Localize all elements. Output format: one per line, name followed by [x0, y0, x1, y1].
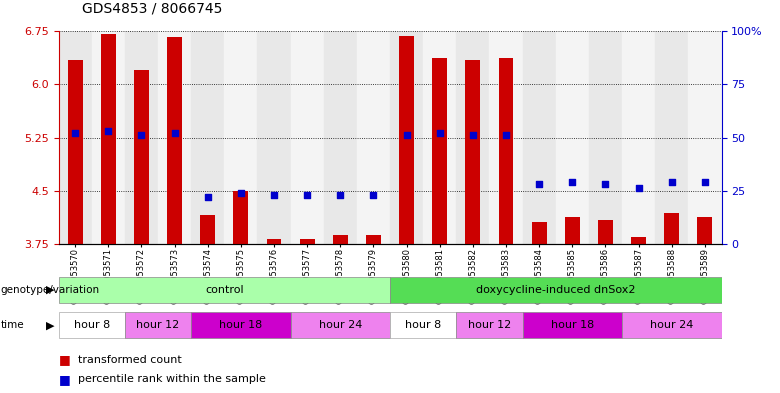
Point [434, 130, 446, 136]
Bar [257, 31, 290, 244]
Bar [290, 312, 390, 338]
Bar [233, 191, 248, 244]
Point [665, 179, 678, 185]
Bar [125, 312, 191, 338]
Point [533, 181, 545, 187]
Bar [290, 31, 324, 244]
Text: hour 24: hour 24 [318, 320, 362, 330]
Bar [532, 222, 547, 244]
Bar [68, 60, 83, 244]
Bar [267, 239, 282, 244]
Text: percentile rank within the sample: percentile rank within the sample [78, 374, 266, 384]
Bar [598, 220, 613, 244]
Point [466, 132, 479, 139]
Bar [689, 31, 722, 244]
Bar [523, 312, 622, 338]
Point [400, 132, 413, 139]
Point [69, 130, 81, 136]
Text: GDS4853 / 8066745: GDS4853 / 8066745 [82, 2, 222, 16]
Point [135, 132, 147, 139]
Bar [390, 31, 423, 244]
Bar [589, 31, 622, 244]
Bar [523, 31, 555, 244]
Text: ▶: ▶ [46, 320, 55, 330]
Bar [432, 58, 447, 244]
Point [301, 192, 314, 198]
Text: hour 8: hour 8 [73, 320, 110, 330]
Bar [456, 312, 523, 338]
Bar [191, 31, 225, 244]
Text: control: control [205, 285, 243, 295]
Bar [58, 277, 390, 303]
Bar [555, 31, 589, 244]
Point [633, 185, 645, 192]
Text: hour 8: hour 8 [405, 320, 441, 330]
Text: hour 12: hour 12 [136, 320, 179, 330]
Bar [390, 312, 456, 338]
Bar [125, 31, 158, 244]
Text: ▶: ▶ [46, 285, 55, 295]
Point [500, 132, 512, 139]
Bar [466, 60, 480, 244]
Bar [697, 217, 712, 244]
Text: genotype/variation: genotype/variation [1, 285, 100, 295]
Bar [134, 70, 149, 244]
Bar [200, 215, 215, 244]
Bar [225, 31, 257, 244]
Text: time: time [1, 320, 24, 330]
Point [168, 130, 181, 136]
Bar [167, 37, 182, 244]
Point [235, 189, 247, 196]
Bar [300, 239, 314, 244]
Point [699, 179, 711, 185]
Text: hour 18: hour 18 [551, 320, 594, 330]
Bar [622, 312, 722, 338]
Point [599, 181, 612, 187]
Bar [498, 58, 513, 244]
Bar [366, 235, 381, 244]
Bar [58, 31, 92, 244]
Bar [423, 31, 456, 244]
Bar [390, 277, 722, 303]
Bar [191, 312, 290, 338]
Bar [399, 37, 414, 244]
Bar [356, 31, 390, 244]
Text: doxycycline-induced dnSox2: doxycycline-induced dnSox2 [476, 285, 636, 295]
Point [334, 192, 346, 198]
Bar [565, 217, 580, 244]
Bar [101, 33, 115, 244]
Point [566, 179, 579, 185]
Text: hour 24: hour 24 [650, 320, 693, 330]
Text: transformed count: transformed count [78, 354, 182, 365]
Bar [655, 31, 689, 244]
Point [102, 128, 115, 134]
Point [201, 194, 214, 200]
Point [367, 192, 380, 198]
Bar [92, 31, 125, 244]
Bar [456, 31, 490, 244]
Bar [158, 31, 191, 244]
Text: ■: ■ [58, 353, 70, 366]
Bar [631, 237, 646, 244]
Bar [58, 312, 125, 338]
Bar [490, 31, 523, 244]
Bar [324, 31, 356, 244]
Bar [665, 213, 679, 244]
Bar [333, 235, 348, 244]
Text: hour 18: hour 18 [219, 320, 262, 330]
Text: hour 12: hour 12 [468, 320, 511, 330]
Text: ■: ■ [58, 373, 70, 386]
Point [268, 192, 280, 198]
Bar [622, 31, 655, 244]
